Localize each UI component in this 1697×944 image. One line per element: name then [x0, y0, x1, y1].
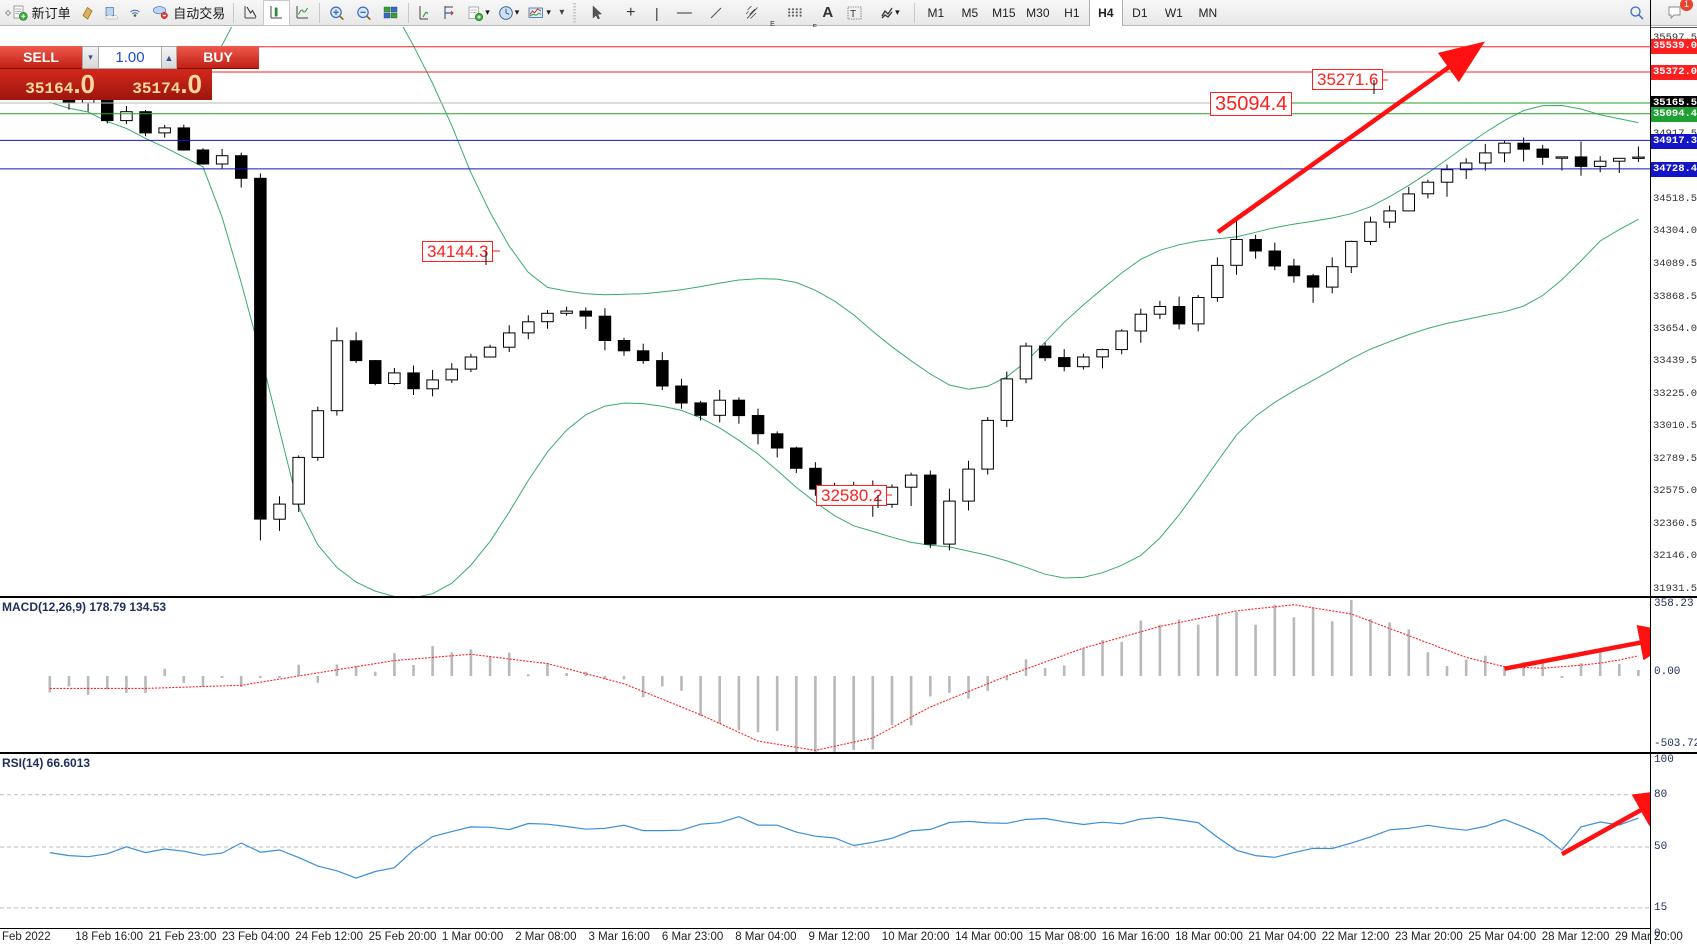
svg-text:T: T [850, 9, 856, 20]
